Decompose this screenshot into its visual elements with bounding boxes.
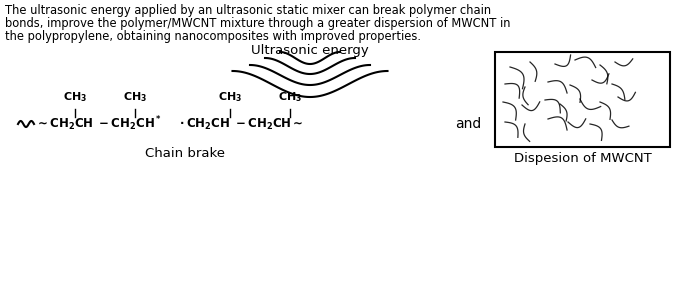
- Text: $\mathbf{CH_3}$: $\mathbf{CH_3}$: [123, 90, 147, 104]
- Text: $\mathbf{\sim CH_2CH\ -CH_2CH^*\ \ \ \ \cdot CH_2CH\ -CH_2CH\sim}$: $\mathbf{\sim CH_2CH\ -CH_2CH^*\ \ \ \ \…: [35, 115, 303, 133]
- Text: $\mathbf{CH_3}$: $\mathbf{CH_3}$: [218, 90, 242, 104]
- Text: Chain brake: Chain brake: [145, 147, 225, 160]
- Text: and: and: [455, 117, 481, 131]
- Text: Ultrasonic energy: Ultrasonic energy: [251, 44, 369, 57]
- Text: $\mathbf{CH_3}$: $\mathbf{CH_3}$: [278, 90, 302, 104]
- Text: bonds, improve the polymer/MWCNT mixture through a greater dispersion of MWCNT i: bonds, improve the polymer/MWCNT mixture…: [5, 17, 510, 30]
- Text: Dispesion of MWCNT: Dispesion of MWCNT: [514, 152, 651, 165]
- Text: $\mathbf{CH_3}$: $\mathbf{CH_3}$: [63, 90, 87, 104]
- FancyBboxPatch shape: [495, 52, 670, 147]
- Text: The ultrasonic energy applied by an ultrasonic static mixer can break polymer ch: The ultrasonic energy applied by an ultr…: [5, 4, 491, 17]
- Text: the polypropylene, obtaining nanocomposites with improved properties.: the polypropylene, obtaining nanocomposi…: [5, 30, 421, 43]
